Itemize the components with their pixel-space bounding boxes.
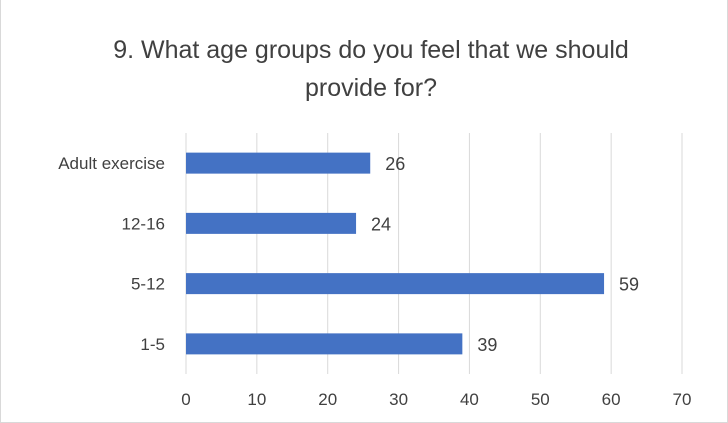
x-tick-label: 50 <box>531 390 550 409</box>
category-label: Adult exercise <box>58 154 165 173</box>
data-labels: 26 24 59 39 <box>371 154 639 355</box>
x-tick-label: 20 <box>318 390 337 409</box>
x-tick-labels: 0 10 20 30 40 50 60 70 <box>181 390 691 409</box>
bar <box>186 333 462 354</box>
x-tick-label: 40 <box>460 390 479 409</box>
data-label: 59 <box>619 275 639 295</box>
bar <box>186 213 356 234</box>
x-tick-label: 10 <box>247 390 266 409</box>
category-label: 1-5 <box>140 335 165 354</box>
x-tick-label: 60 <box>602 390 621 409</box>
category-label: 5-12 <box>131 275 165 294</box>
bars <box>186 153 604 355</box>
x-tick-label: 70 <box>673 390 692 409</box>
data-label: 24 <box>371 214 391 234</box>
category-label: 12-16 <box>122 214 165 233</box>
x-tick-label: 0 <box>181 390 190 409</box>
bar <box>186 153 370 174</box>
x-tick-label: 30 <box>389 390 408 409</box>
data-label: 39 <box>477 335 497 355</box>
bar <box>186 273 604 294</box>
category-labels: Adult exercise 12-16 5-12 1-5 <box>58 154 165 354</box>
data-label: 26 <box>385 154 405 174</box>
